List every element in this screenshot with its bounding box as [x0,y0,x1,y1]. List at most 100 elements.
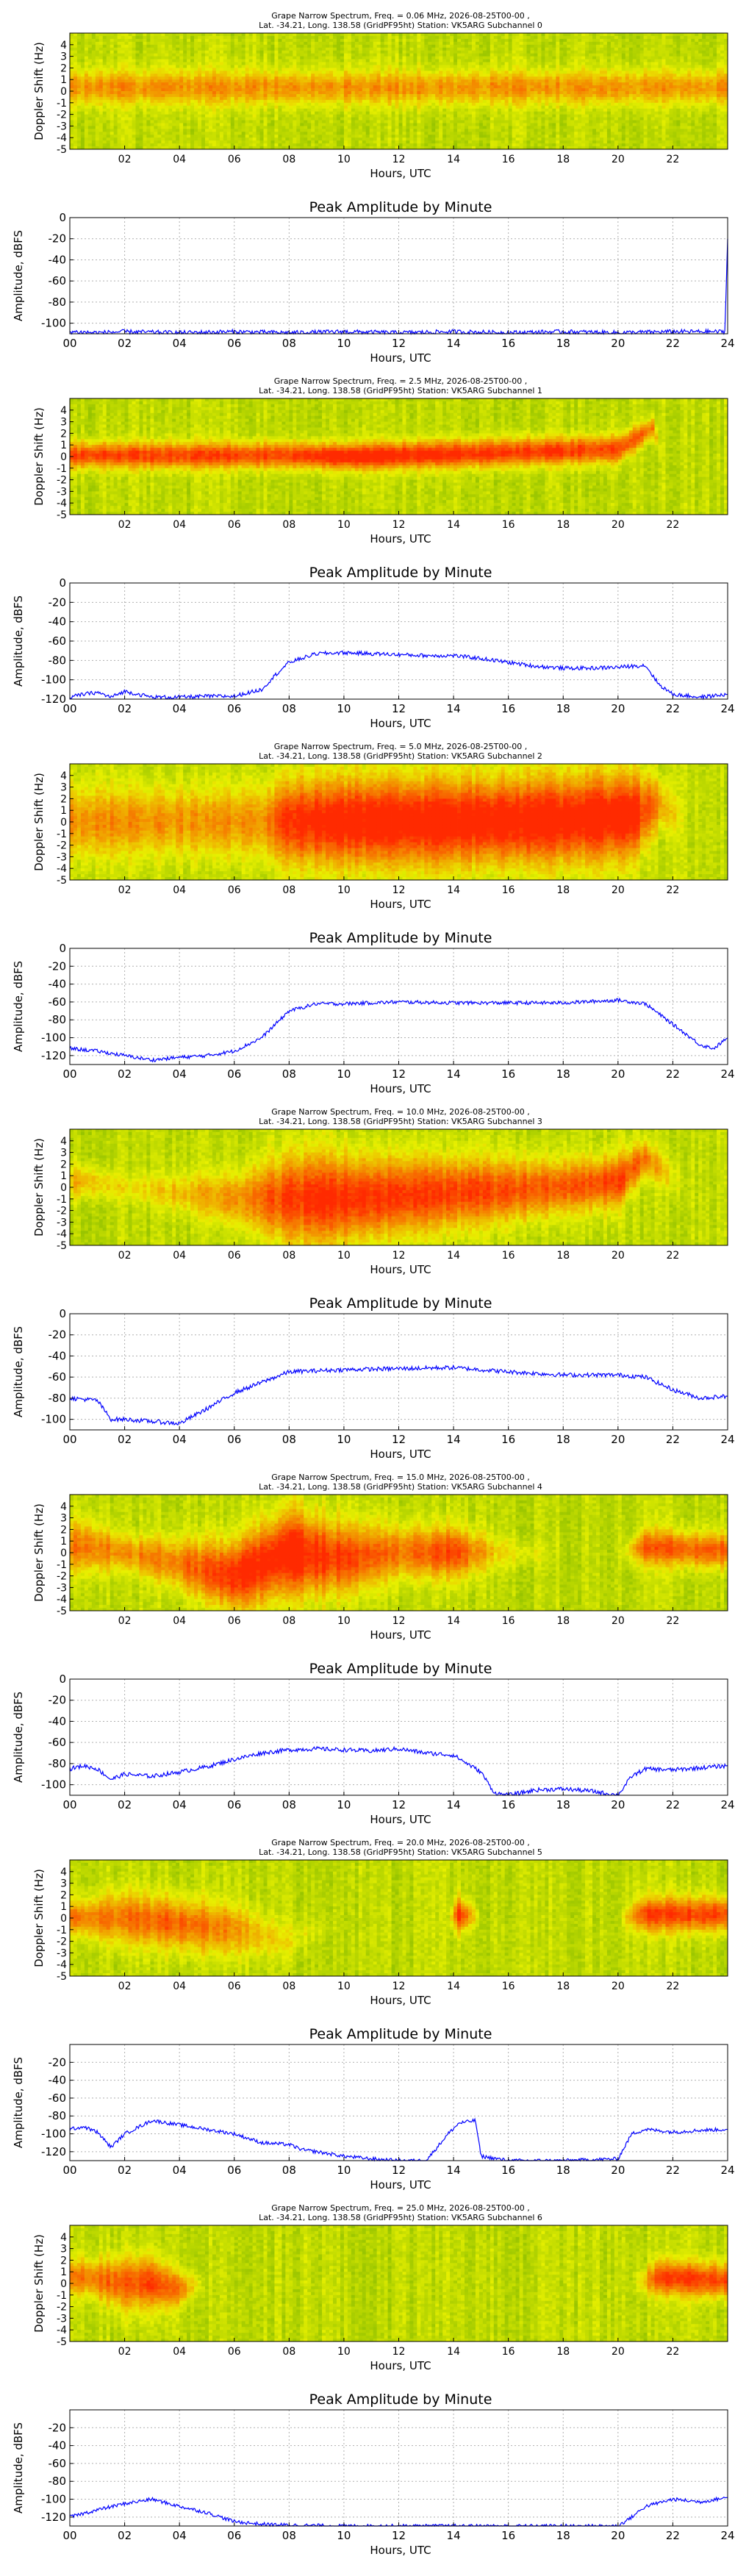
heatmap-cell [125,60,129,62]
heatmap-cell [201,140,205,143]
heatmap-cell [114,106,118,109]
heatmap-cell [245,115,249,118]
heatmap-cell [154,85,157,88]
heatmap-cell [92,85,96,88]
heatmap-cell [154,97,157,100]
heatmap-cell [176,100,179,103]
heatmap-cell [103,36,107,39]
heatmap-cell [96,100,99,103]
heatmap-cell [201,94,205,97]
heatmap-cell [74,60,77,62]
heatmap-cell [99,140,103,143]
heatmap-cell [70,33,74,36]
heatmap-cell [132,103,136,106]
heatmap-cell [231,88,234,91]
heatmap-cell [238,129,242,132]
heatmap-cell [114,143,118,146]
heatmap-cell [205,135,209,137]
heatmap-cell [118,85,121,88]
heatmap-cell [212,45,216,48]
heatmap-cell [85,132,88,135]
heatmap-cell [227,88,231,91]
heatmap-cell [114,76,118,79]
heatmap-cell [257,129,260,132]
heatmap-cell [205,74,209,76]
heatmap-cell [165,71,168,74]
heatmap-cell [99,68,103,71]
heatmap-cell [143,118,146,121]
heatmap-cell [96,65,99,68]
heatmap-cell [146,76,150,79]
heatmap-cell [234,112,238,115]
heatmap-cell [103,97,107,100]
heatmap-cell [183,65,187,68]
heatmap-cell [205,137,209,140]
heatmap-cell [88,140,92,143]
heatmap-cell [136,100,140,103]
heatmap-cell [249,74,253,76]
heatmap-cell [99,94,103,97]
heatmap-cell [253,71,257,74]
heatmap-cell [220,115,223,118]
heatmap-cell [146,82,150,85]
heatmap-cell [201,39,205,42]
heatmap-cell [165,76,168,79]
heatmap-cell [121,54,125,57]
heatmap-cell [253,143,257,146]
heatmap-cell [110,94,114,97]
heatmap-cell [231,118,234,121]
heatmap-cell [165,60,168,62]
heatmap-cell [114,65,118,68]
heatmap-cell [249,97,253,100]
heatmap-cell [187,135,190,137]
heatmap-cell [129,121,132,124]
heatmap-cell [257,68,260,71]
heatmap-cell [227,129,231,132]
heatmap-cell [77,106,81,109]
heatmap-cell [110,118,114,121]
heatmap-cell [157,39,161,42]
heatmap-cell [161,57,165,60]
heatmap-cell [129,109,132,112]
heatmap-cell [198,143,201,146]
heatmap-cell [223,94,227,97]
heatmap-cell [231,68,234,71]
heatmap-cell [198,57,201,60]
heatmap-cell [238,79,242,82]
heatmap-cell [161,39,165,42]
heatmap-cell [216,79,220,82]
heatmap-cell [96,51,99,54]
heatmap-cell [201,60,205,62]
heatmap-cell [143,121,146,124]
heatmap-cell [92,121,96,124]
heatmap-cell [194,85,198,88]
heatmap-cell [85,71,88,74]
heatmap-cell [74,137,77,140]
heatmap-cell [161,45,165,48]
heatmap-cell [212,109,216,112]
heatmap-cell [238,88,242,91]
heatmap-cell [234,91,238,94]
heatmap-cell [81,112,85,115]
heatmap-cell [234,97,238,100]
heatmap-cell [143,115,146,118]
heatmap-cell [77,135,81,137]
heatmap-cell [161,137,165,140]
heatmap-cell [194,118,198,121]
heatmap-cell [165,103,168,106]
heatmap-cell [245,79,249,82]
heatmap-cell [183,100,187,103]
heatmap-cell [242,71,245,74]
heatmap-cell [179,48,183,51]
heatmap-cell [183,39,187,42]
heatmap-cell [201,137,205,140]
heatmap-cell [212,121,216,124]
heatmap-cell [136,94,140,97]
heatmap-cell [209,85,212,88]
heatmap-cell [88,123,92,126]
heatmap-cell [70,115,74,118]
heatmap-cell [129,123,132,126]
heatmap-cell [190,51,194,54]
heatmap-cell [157,97,161,100]
heatmap-cell [187,76,190,79]
